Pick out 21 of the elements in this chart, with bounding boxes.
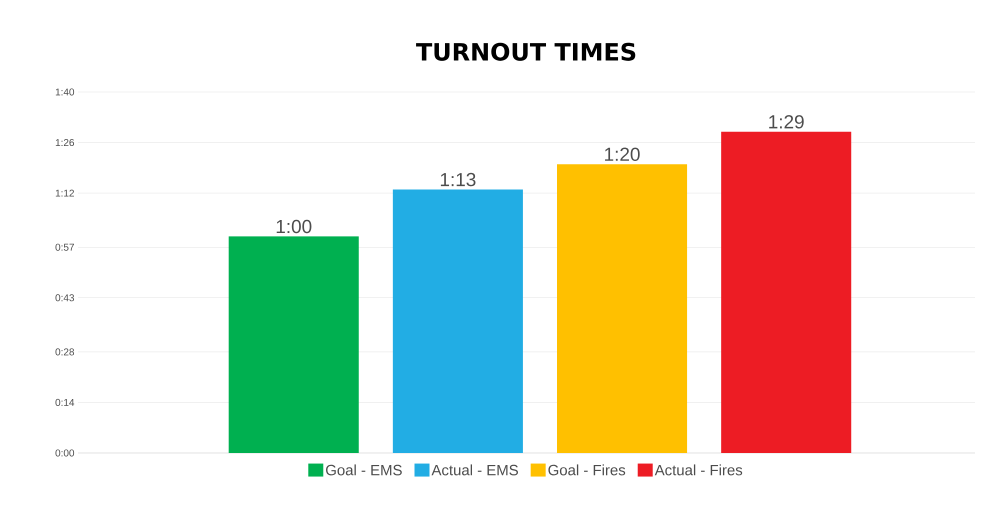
data-label: 1:13 [440,172,476,186]
y-tick-label: 0:00 [55,449,74,457]
legend-label: Actual - Fires [654,464,742,476]
legend-label: Goal - EMS [326,464,402,476]
legend-label: Actual - EMS [432,464,518,476]
legend-label: Goal - Fires [548,464,626,476]
y-tick-label: 0:43 [55,294,74,302]
y-tick-label: 0:57 [55,244,74,251]
bar [557,164,688,453]
y-tick-label: 1:40 [56,88,74,96]
data-label: 1:20 [605,148,640,161]
data-label: 1:00 [276,220,312,234]
y-tick-label: 1:12 [56,190,74,197]
chart-title: TURNOUT TIMES [416,42,636,61]
y-tick-label: 0:28 [55,348,74,356]
bar [721,132,852,453]
data-label: 1:29 [769,115,804,129]
bar [392,189,523,453]
bar [228,236,359,453]
y-tick-label: 0:14 [55,398,74,406]
y-tick-label: 1:26 [56,139,74,146]
